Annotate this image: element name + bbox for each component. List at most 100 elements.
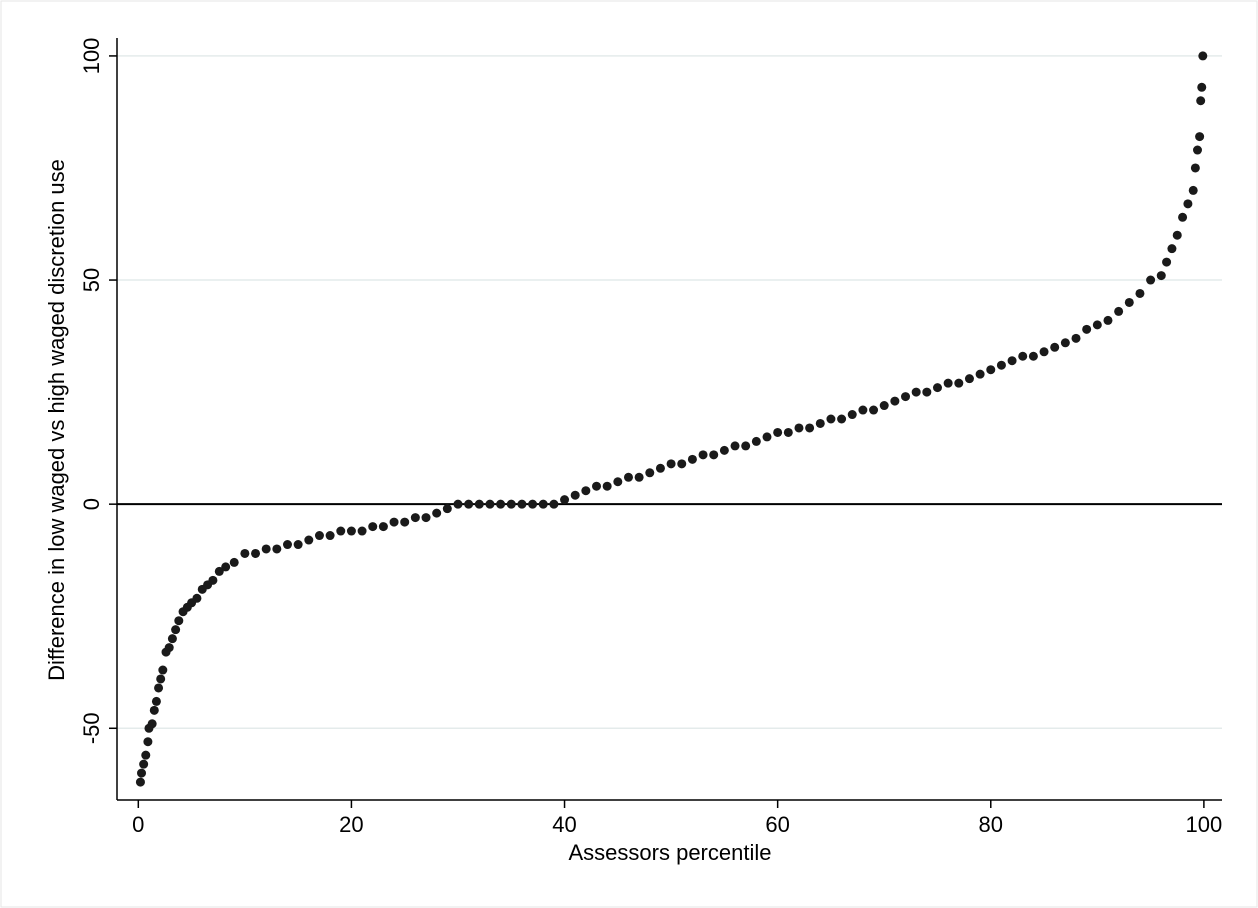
point xyxy=(549,499,559,509)
point xyxy=(485,499,495,509)
point xyxy=(709,450,719,460)
x-tick-label: 100 xyxy=(1186,812,1223,837)
point xyxy=(164,643,174,653)
point xyxy=(325,531,335,541)
point xyxy=(964,374,974,384)
point xyxy=(261,544,271,554)
point xyxy=(314,531,324,541)
point xyxy=(1018,351,1028,361)
point xyxy=(293,540,303,550)
point xyxy=(1156,271,1166,281)
x-axis-title: Assessors percentile xyxy=(569,840,772,865)
point xyxy=(346,526,356,536)
x-tick-label: 0 xyxy=(132,812,144,837)
point xyxy=(156,674,166,684)
y-tick-label: 50 xyxy=(79,268,104,292)
point xyxy=(214,566,224,576)
point xyxy=(560,495,570,505)
point xyxy=(139,759,149,769)
point xyxy=(890,396,900,406)
point xyxy=(389,517,399,527)
point xyxy=(192,593,202,603)
point xyxy=(815,418,825,428)
point xyxy=(655,463,665,473)
point xyxy=(602,481,612,491)
point xyxy=(137,768,147,778)
point xyxy=(538,499,548,509)
point xyxy=(581,486,591,496)
point xyxy=(141,750,151,760)
point xyxy=(826,414,836,424)
point xyxy=(149,705,159,715)
point xyxy=(879,401,889,411)
point xyxy=(442,504,452,514)
point xyxy=(751,436,761,446)
point xyxy=(1162,257,1172,267)
point xyxy=(1028,351,1038,361)
point xyxy=(687,454,697,464)
point xyxy=(221,562,231,572)
point xyxy=(698,450,708,460)
point xyxy=(837,414,847,424)
point xyxy=(1167,244,1177,254)
point xyxy=(1071,333,1081,343)
point xyxy=(922,387,932,397)
point xyxy=(410,513,420,523)
point xyxy=(1007,356,1017,366)
point xyxy=(167,634,177,644)
point xyxy=(730,441,740,451)
point xyxy=(143,737,153,747)
point xyxy=(869,405,879,415)
point xyxy=(1192,145,1202,155)
point xyxy=(240,548,250,558)
point xyxy=(336,526,346,536)
y-tick-label: -50 xyxy=(79,712,104,744)
point xyxy=(901,392,911,402)
point xyxy=(805,423,815,433)
x-tick-label: 20 xyxy=(339,812,363,837)
point xyxy=(1060,338,1070,348)
point xyxy=(474,499,484,509)
point xyxy=(783,427,793,437)
point xyxy=(421,513,431,523)
point xyxy=(762,432,772,442)
point xyxy=(741,441,751,451)
point xyxy=(666,459,676,469)
point xyxy=(282,540,292,550)
point xyxy=(357,526,367,536)
point xyxy=(135,777,145,787)
point xyxy=(719,445,729,455)
point xyxy=(677,459,687,469)
point xyxy=(251,548,261,558)
point xyxy=(1092,320,1102,330)
point xyxy=(208,575,218,585)
point xyxy=(368,522,378,532)
point xyxy=(1198,51,1208,61)
point xyxy=(645,468,655,478)
point xyxy=(453,499,463,509)
point xyxy=(858,405,868,415)
point xyxy=(1196,96,1206,106)
point xyxy=(528,499,538,509)
point xyxy=(1172,230,1182,240)
point xyxy=(773,427,783,437)
y-tick-label: 0 xyxy=(79,498,104,510)
x-tick-label: 40 xyxy=(552,812,576,837)
point xyxy=(1103,315,1113,325)
point xyxy=(506,499,516,509)
point xyxy=(1197,82,1207,92)
point xyxy=(592,481,602,491)
point xyxy=(975,369,985,379)
point xyxy=(986,365,996,375)
point xyxy=(1050,342,1060,352)
point xyxy=(154,683,164,693)
y-axis-title: Difference in low waged vs high waged di… xyxy=(44,159,69,681)
point xyxy=(570,490,580,500)
point xyxy=(1183,199,1193,209)
point xyxy=(432,508,442,518)
point xyxy=(229,557,239,567)
point xyxy=(932,383,942,393)
point xyxy=(623,472,633,482)
